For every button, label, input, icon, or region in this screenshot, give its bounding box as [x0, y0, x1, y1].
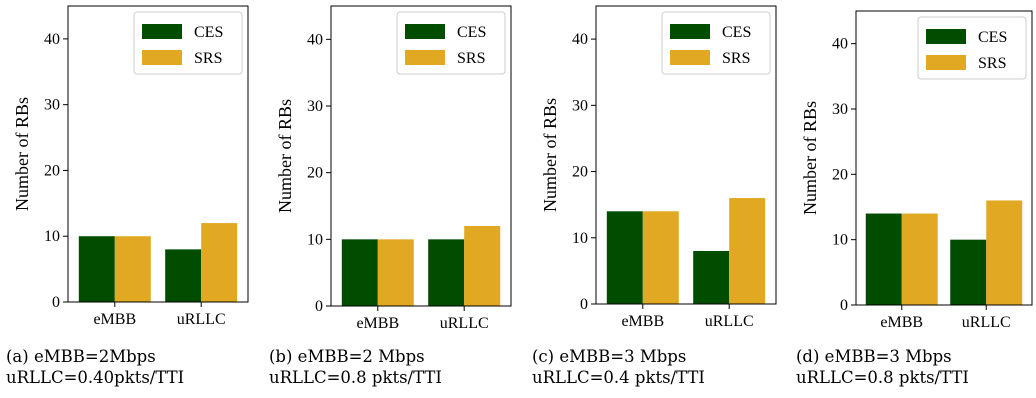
- y-tick-label: 40: [832, 36, 848, 53]
- bar-srs-embb: [377, 239, 414, 306]
- bar-ces-urllc: [950, 239, 987, 305]
- y-tick-label: 0: [315, 298, 323, 315]
- axes-frame: [67, 5, 249, 303]
- x-tick-label: uRLLC: [440, 315, 489, 332]
- chart-d: eMBB uRLLC 0 10 20 30 40 Number of RBs CES SRS: [800, 10, 1033, 331]
- axes-frame: [330, 5, 512, 307]
- caption-a: (a) eMBB=2Mbps uRLLC=0.40pkts/TTI: [6, 346, 256, 388]
- caption-line-1: (a) eMBB=2Mbps: [6, 347, 156, 366]
- x-tick-label: eMBB: [880, 314, 923, 331]
- legend-label-ces: CES: [978, 29, 1007, 46]
- bar-srs-urllc: [464, 226, 501, 306]
- x-tick-label: eMBB: [621, 313, 664, 330]
- x-tick-label: uRLLC: [705, 313, 754, 330]
- chart-c: eMBB uRLLC 0 10 20 30 40 Number of RBs CES SRS: [540, 5, 777, 330]
- y-tick-label: 10: [307, 231, 323, 248]
- y-tick-label: 40: [44, 31, 60, 48]
- caption-line-2: uRLLC=0.40pkts/TTI: [6, 368, 185, 387]
- caption-d: (d) eMBB=3 Mbps uRLLC=0.8 pkts/TTI: [796, 346, 1036, 388]
- x-tick-label: uRLLC: [962, 314, 1011, 331]
- y-tick-label: 30: [307, 98, 323, 115]
- y-tick-label: 10: [832, 232, 848, 249]
- legend-swatch-ces: [926, 29, 966, 44]
- bar-ces-urllc: [693, 251, 730, 304]
- bar-srs-embb: [114, 236, 151, 302]
- caption-line-2: uRLLC=0.4 pkts/TTI: [532, 368, 705, 387]
- bar-ces-embb: [606, 211, 643, 304]
- caption-b: (b) eMBB=2 Mbps uRLLC=0.8 pkts/TTI: [269, 346, 519, 388]
- x-tick-label: eMBB: [93, 311, 136, 328]
- y-axis-label: Number of RBs: [12, 97, 32, 211]
- y-axis-label: Number of RBs: [540, 98, 560, 212]
- chart-b: eMBB uRLLC 0 10 20 30 40 Number of RBs CES SRS: [275, 5, 512, 332]
- y-tick-label: 30: [44, 97, 60, 114]
- legend-label-ces: CES: [457, 24, 486, 41]
- chart-panel-a: eMBB uRLLC 0 10 20 30 40 Number of RBs CES SRS (a…: [0, 0, 259, 398]
- legend-swatch-srs: [142, 50, 182, 65]
- legend-label-srs: SRS: [978, 55, 1006, 72]
- x-tick-label: eMBB: [356, 315, 399, 332]
- chart-panel-b: eMBB uRLLC 0 10 20 30 40 Number of RBs CES SRS (b…: [263, 0, 522, 398]
- y-axis-label: Number of RBs: [275, 99, 295, 213]
- bar-ces-embb: [865, 213, 902, 305]
- legend-label-srs: SRS: [194, 50, 222, 67]
- caption-c: (c) eMBB=3 Mbps uRLLC=0.4 pkts/TTI: [532, 346, 782, 388]
- y-tick-label: 10: [572, 230, 588, 247]
- y-tick-label: 20: [572, 164, 588, 181]
- legend-label-ces: CES: [194, 24, 223, 41]
- legend-label-srs: SRS: [457, 50, 485, 67]
- legend-swatch-ces: [142, 24, 182, 39]
- legend-swatch-srs: [405, 50, 445, 65]
- y-tick-label: 40: [572, 31, 588, 48]
- y-tick-label: 30: [832, 101, 848, 118]
- legend-label-srs: SRS: [722, 50, 750, 67]
- chart-panel-c: eMBB uRLLC 0 10 20 30 40 Number of RBs CES SRS (c…: [526, 0, 785, 398]
- axes-frame: [855, 10, 1033, 306]
- bar-srs-urllc: [201, 223, 238, 302]
- legend-swatch-srs: [926, 55, 966, 70]
- y-tick-label: 0: [52, 294, 60, 311]
- caption-line-1: (c) eMBB=3 Mbps: [532, 347, 687, 366]
- legend-swatch-ces: [405, 24, 445, 39]
- chart-a: eMBB uRLLC 0 10 20 30 40 Number of RBs CES SRS: [12, 5, 249, 328]
- axes-frame: [595, 5, 777, 305]
- x-tick-label: uRLLC: [177, 311, 226, 328]
- bar-srs-embb: [901, 213, 938, 305]
- caption-line-2: uRLLC=0.8 pkts/TTI: [796, 368, 969, 387]
- caption-line-2: uRLLC=0.8 pkts/TTI: [269, 368, 442, 387]
- y-tick-label: 20: [44, 162, 60, 179]
- bar-srs-embb: [642, 211, 679, 304]
- bar-ces-embb: [341, 239, 378, 306]
- bar-ces-urllc: [165, 249, 202, 302]
- legend-swatch-srs: [670, 50, 710, 65]
- bar-srs-urllc: [986, 200, 1023, 305]
- y-tick-label: 30: [572, 97, 588, 114]
- y-tick-label: 20: [307, 165, 323, 182]
- y-tick-label: 0: [840, 297, 848, 314]
- legend-swatch-ces: [670, 24, 710, 39]
- bar-srs-urllc: [729, 198, 766, 304]
- y-axis-label: Number of RBs: [800, 101, 820, 215]
- bar-ces-urllc: [428, 239, 465, 306]
- caption-line-1: (b) eMBB=2 Mbps: [269, 347, 425, 366]
- y-tick-label: 20: [832, 166, 848, 183]
- y-tick-label: 10: [44, 228, 60, 245]
- y-tick-label: 0: [580, 296, 588, 313]
- caption-line-1: (d) eMBB=3 Mbps: [796, 347, 952, 366]
- chart-panel-d: eMBB uRLLC 0 10 20 30 40 Number of RBs CES SRS (d…: [790, 0, 1036, 398]
- y-tick-label: 40: [307, 31, 323, 48]
- bar-ces-embb: [78, 236, 115, 302]
- legend-label-ces: CES: [722, 24, 751, 41]
